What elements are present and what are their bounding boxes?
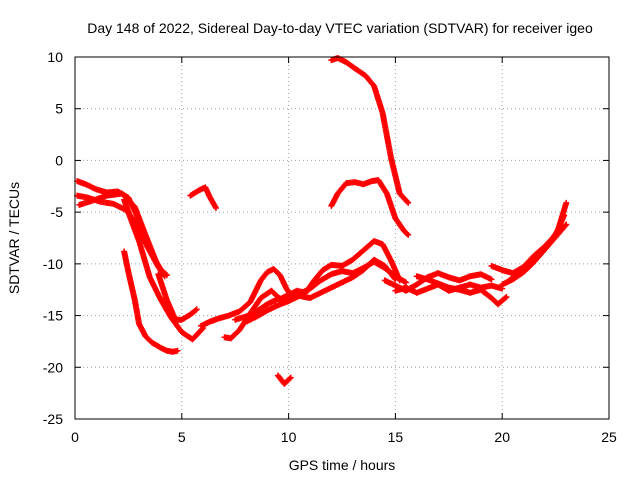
data-point <box>405 199 412 206</box>
x-tick-label: 25 <box>601 429 617 445</box>
y-tick-label: 0 <box>55 152 63 168</box>
chart-title: Day 148 of 2022, Sidereal Day-to-day VTE… <box>87 20 593 36</box>
data-point <box>287 374 294 381</box>
x-tick-label: 10 <box>281 429 297 445</box>
data-point <box>192 307 199 314</box>
plot-frame <box>74 56 610 420</box>
data-point <box>404 198 411 205</box>
y-tick-label: -20 <box>43 359 63 375</box>
grid <box>75 57 609 419</box>
data-point <box>174 347 181 354</box>
data-point <box>404 230 411 237</box>
x-tick-label: 5 <box>178 429 186 445</box>
data-point <box>193 306 200 313</box>
data-point <box>503 293 510 300</box>
series-arc-12 <box>274 372 294 387</box>
series-arc-6 <box>155 271 200 323</box>
x-axis-label: GPS time / hours <box>289 457 396 473</box>
y-tick-label: 10 <box>47 49 63 65</box>
y-tick-label: -10 <box>43 256 63 272</box>
series-arc-14 <box>328 177 412 238</box>
series-arc-20 <box>499 221 570 288</box>
data-point <box>403 279 410 286</box>
axes: 0 5 10 15 20 25 -25 -20 -15 -10 -5 0 5 10 <box>43 49 617 445</box>
data-point <box>391 275 398 282</box>
data-point <box>502 294 509 301</box>
y-axis-label: SDTVAR / TECUs <box>6 182 22 294</box>
y-tick-label: 5 <box>55 101 63 117</box>
data-point <box>563 221 570 228</box>
series-arc-3 <box>76 190 168 280</box>
data-point <box>392 276 399 283</box>
data-point <box>563 199 570 206</box>
y-tick-label: -5 <box>51 204 64 220</box>
series-arc-11 <box>242 256 399 325</box>
data-point <box>286 375 293 382</box>
series-arc-17 <box>413 273 510 308</box>
series-arc-4 <box>121 248 181 355</box>
data-point <box>161 273 168 280</box>
x-tick-label: 20 <box>494 429 510 445</box>
data-point <box>562 222 569 229</box>
data-point <box>212 205 219 212</box>
x-tick-label: 0 <box>71 429 79 445</box>
data-point <box>405 231 412 238</box>
series-arc-7 <box>187 184 219 212</box>
series-arc-5 <box>121 196 207 343</box>
data-point <box>488 276 495 283</box>
y-tick-label: -25 <box>43 411 63 427</box>
data-series <box>74 55 570 387</box>
x-tick-label: 15 <box>388 429 404 445</box>
y-tick-label: -15 <box>43 308 63 324</box>
